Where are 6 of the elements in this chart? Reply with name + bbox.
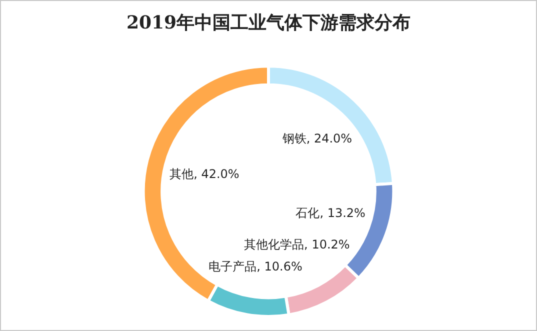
slice-label: 石化, 13.2% (296, 206, 366, 220)
slice-label: 钢铁, 24.0% (281, 132, 352, 146)
slice-label: 电子产品, 10.6% (208, 259, 302, 274)
slice-label: 其他, 42.0% (170, 166, 240, 181)
chart-title: 2019年中国工业气体下游需求分布 (126, 12, 411, 34)
slice-label: 其他化学品, 10.2% (244, 238, 350, 252)
